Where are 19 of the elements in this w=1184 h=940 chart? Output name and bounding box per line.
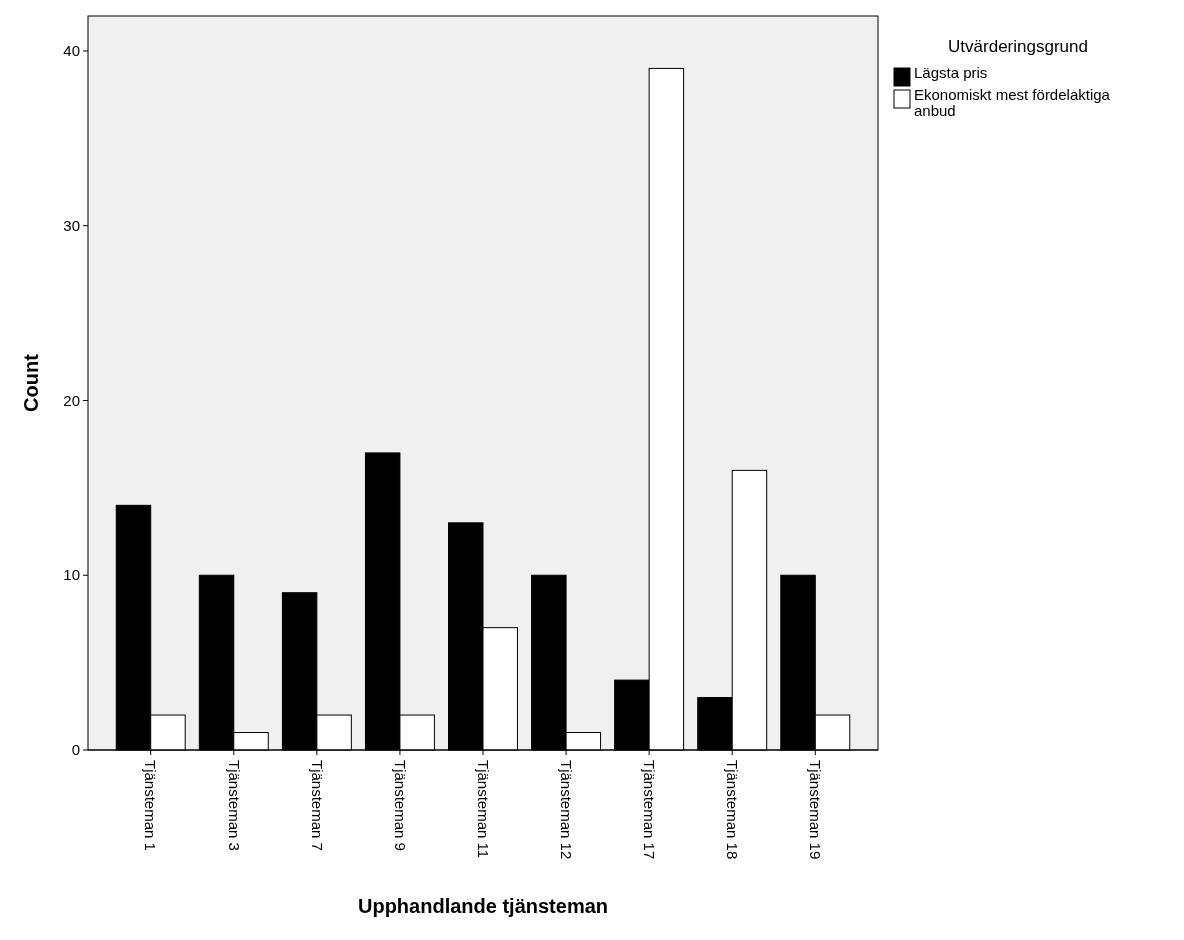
y-tick-label: 10: [63, 566, 80, 584]
x-tick-label: Tjänsteman 9: [391, 760, 409, 851]
y-axis-title: Count: [20, 353, 42, 412]
y-tick-label: 0: [71, 741, 80, 759]
y-tick-label: 40: [63, 42, 80, 60]
y-tick-label: 20: [63, 391, 80, 409]
y-tick-label: 30: [63, 216, 80, 234]
x-tick-label: Tjänsteman 18: [723, 760, 741, 860]
x-tick-label: Tjänsteman 3: [225, 760, 243, 851]
legend-label: Ekonomiskt mest fördelaktiga anbud: [914, 86, 1111, 119]
legend-label: Lägsta pris: [914, 64, 988, 81]
x-tick-label: Tjänsteman 7: [308, 760, 326, 851]
legend-title: Utvärderingsgrund: [948, 37, 1088, 56]
x-axis-title: Upphandlande tjänsteman: [357, 895, 609, 917]
x-tick-label: Tjänsteman 11: [474, 760, 492, 859]
x-tick-label: Tjänsteman 1: [142, 760, 160, 851]
x-tick-label: Tjänsteman 19: [807, 760, 825, 860]
x-tick-label: Tjänsteman 17: [640, 760, 658, 860]
x-tick-label: Tjänsteman 12: [557, 760, 575, 860]
